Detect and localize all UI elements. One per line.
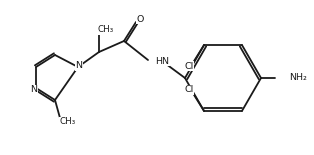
Text: HN: HN [155, 57, 169, 66]
Text: CH₃: CH₃ [98, 26, 114, 35]
Text: N: N [75, 62, 83, 71]
Text: O: O [136, 15, 144, 24]
Text: NH₂: NH₂ [289, 73, 307, 82]
Text: Cl: Cl [184, 85, 194, 94]
Text: Cl: Cl [184, 62, 194, 71]
Text: N: N [30, 86, 37, 95]
Text: CH₃: CH₃ [60, 117, 76, 126]
